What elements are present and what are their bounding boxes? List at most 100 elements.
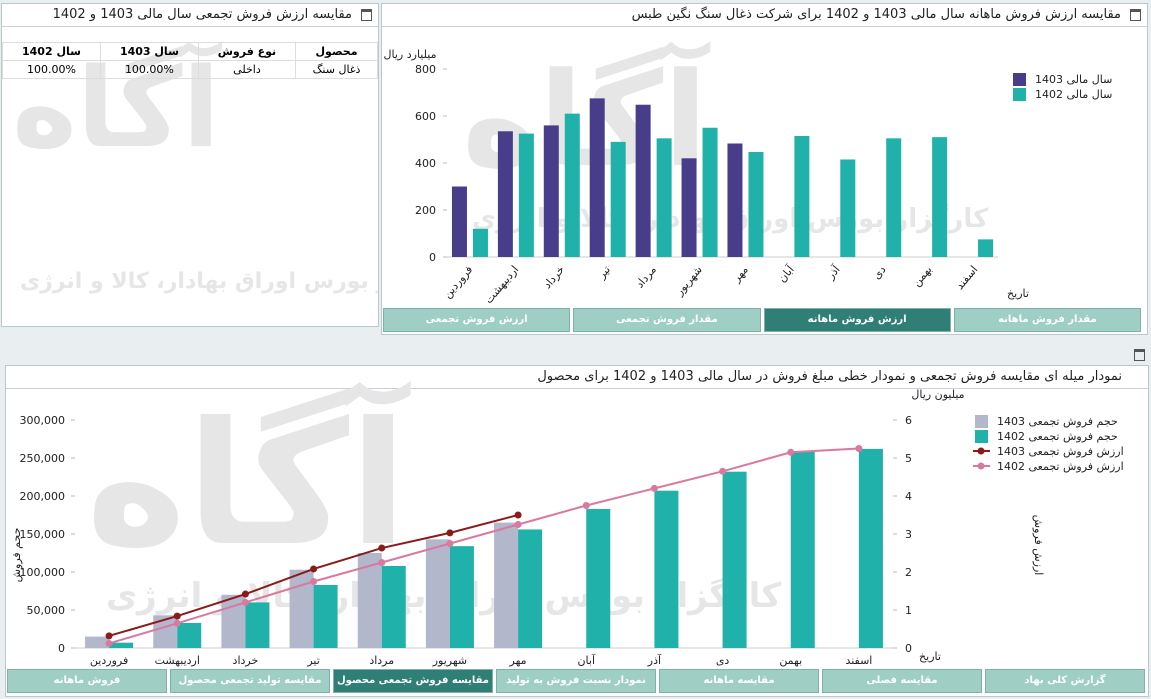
bar <box>858 448 883 648</box>
y2-unit: میلیون ریال <box>911 388 964 401</box>
y-tick-label: 250,000 <box>20 452 66 465</box>
tab-bar: ارزش فروش تجمعی مقدار فروش تجمعی ارزش فروش… <box>383 308 1141 332</box>
tab[interactable]: مقایسه فصلی <box>822 669 982 693</box>
point <box>787 448 795 456</box>
x-axis-title: تاریخ <box>1007 287 1029 300</box>
x-tick-label: دی <box>870 263 889 282</box>
point <box>105 639 113 647</box>
x-tick-label: آبان <box>577 653 595 667</box>
point <box>855 445 863 452</box>
point <box>241 598 249 606</box>
bar <box>564 113 580 258</box>
bar <box>722 471 747 648</box>
bar <box>654 490 679 648</box>
x-tick-label: آبان <box>775 262 798 285</box>
legend-swatch <box>977 462 985 470</box>
panel-header: مقایسه ارزش فروش تجمعی سال مالی 1403 و 1… <box>2 4 378 27</box>
point <box>514 511 522 519</box>
y-tick-label: 600 <box>415 110 436 123</box>
panel-header: مقایسه ارزش فروش ماهانه سال مالی 1403 و … <box>382 4 1147 27</box>
y-tick-label: 400 <box>415 157 436 170</box>
x-tick-label: مرداد <box>369 654 394 667</box>
tab[interactable]: فروش ماهانه <box>7 669 167 693</box>
legend-label: ارزش فروش تجمعی 1402 <box>997 460 1124 473</box>
tab[interactable]: مقدار فروش تجمعی <box>573 308 761 332</box>
summary-panel: مقایسه ارزش فروش تجمعی سال مالی 1403 و 1… <box>1 3 379 327</box>
table-cell: ذغال سنگ <box>295 60 378 79</box>
panel-title: مقایسه ارزش فروش ماهانه سال مالی 1403 و … <box>631 7 1121 22</box>
bar <box>425 539 450 648</box>
maximize-icon[interactable] <box>1130 9 1141 21</box>
y-axis-title: میلیارد ریال <box>384 48 437 61</box>
bar <box>794 135 810 257</box>
panel-title: مقایسه ارزش فروش تجمعی سال مالی 1403 و 1… <box>52 7 352 22</box>
x-tick-label: فروردین <box>90 654 128 667</box>
bar <box>589 98 605 257</box>
x-tick-label: اسفند <box>845 654 872 667</box>
watermark-logo: آگاه <box>86 386 408 584</box>
y2-tick-label: 1 <box>905 604 912 617</box>
y-axis-title: حجم فروش <box>10 528 23 583</box>
legend-label: سال مالی 1403 <box>1035 73 1112 86</box>
bar <box>153 615 178 648</box>
y-tick-label: 200,000 <box>20 490 66 503</box>
point <box>719 467 727 475</box>
x-tick-label: آذر <box>647 653 662 667</box>
column-header: سال 1402 <box>2 42 101 61</box>
table-wrap: محصول نوع فروش سال 1403 سال 1402 ذغال سنگ داخ… <box>2 42 378 79</box>
y-tick-label: 50,000 <box>27 604 66 617</box>
maximize-icon[interactable] <box>361 9 372 21</box>
bar <box>381 565 406 648</box>
tab[interactable]: نمودار نسبت فروش به تولید <box>496 669 656 693</box>
x-tick-label: اردیبهشت <box>155 654 200 667</box>
line <box>108 447 859 645</box>
x-tick-label: بهمن <box>779 654 802 667</box>
bar <box>656 138 672 257</box>
tab[interactable]: گزارش کلی بهاد <box>985 669 1145 693</box>
bar <box>978 239 994 257</box>
table-cell: 100.00% <box>99 60 199 79</box>
point <box>173 612 181 620</box>
bar <box>449 546 474 648</box>
x-tick-label: مهر <box>509 654 527 667</box>
x-tick-label: بهمن <box>910 263 935 289</box>
point <box>173 619 181 627</box>
y-tick-label: 150,000 <box>20 528 66 541</box>
bar <box>543 125 559 258</box>
point <box>378 544 386 552</box>
bar <box>85 636 110 648</box>
point <box>378 559 386 566</box>
x-tick-label: خرداد <box>541 263 568 291</box>
y2-tick-label: 3 <box>905 528 912 541</box>
x-tick-label: اردیبهشت <box>482 263 521 306</box>
tab[interactable]: مقدار فروش ماهانه <box>953 308 1141 332</box>
legend-swatch <box>1013 88 1026 101</box>
x-tick-label: تیر <box>306 654 319 667</box>
point <box>446 540 454 547</box>
point <box>310 578 318 585</box>
bar <box>497 131 513 257</box>
tab[interactable]: مقایسه فروش تجمعی محصول <box>333 669 493 693</box>
point <box>310 565 318 573</box>
bar <box>681 158 697 257</box>
y-tick-label: 200 <box>415 204 436 217</box>
y-tick-label: 100,000 <box>20 566 66 579</box>
legend-label: ارزش فروش تجمعی 1403 <box>997 445 1124 458</box>
tab[interactable]: ارزش فروش ماهانه <box>763 308 951 332</box>
watermark-text: کارگزار بورس اوراق بهادار، کالا و انرژی <box>20 269 378 294</box>
panel-title: نمودار میله ای مقایسه فروش تجمعی و نمودا… <box>537 369 1122 384</box>
bar <box>790 451 815 648</box>
column-header: نوع فروش <box>197 42 297 61</box>
bar <box>840 159 856 257</box>
table-cell: داخلی <box>197 60 297 79</box>
y-tick-label: 0 <box>429 251 436 264</box>
tab[interactable]: مقایسه تولید تجمعی محصول <box>170 669 330 693</box>
bar <box>451 186 467 257</box>
tab[interactable]: مقایسه ماهانه <box>659 669 819 693</box>
maximize-icon[interactable] <box>1134 349 1145 361</box>
y2-tick-label: 2 <box>905 566 912 579</box>
bar <box>932 137 948 257</box>
tab[interactable]: ارزش فروش تجمعی <box>383 308 571 332</box>
